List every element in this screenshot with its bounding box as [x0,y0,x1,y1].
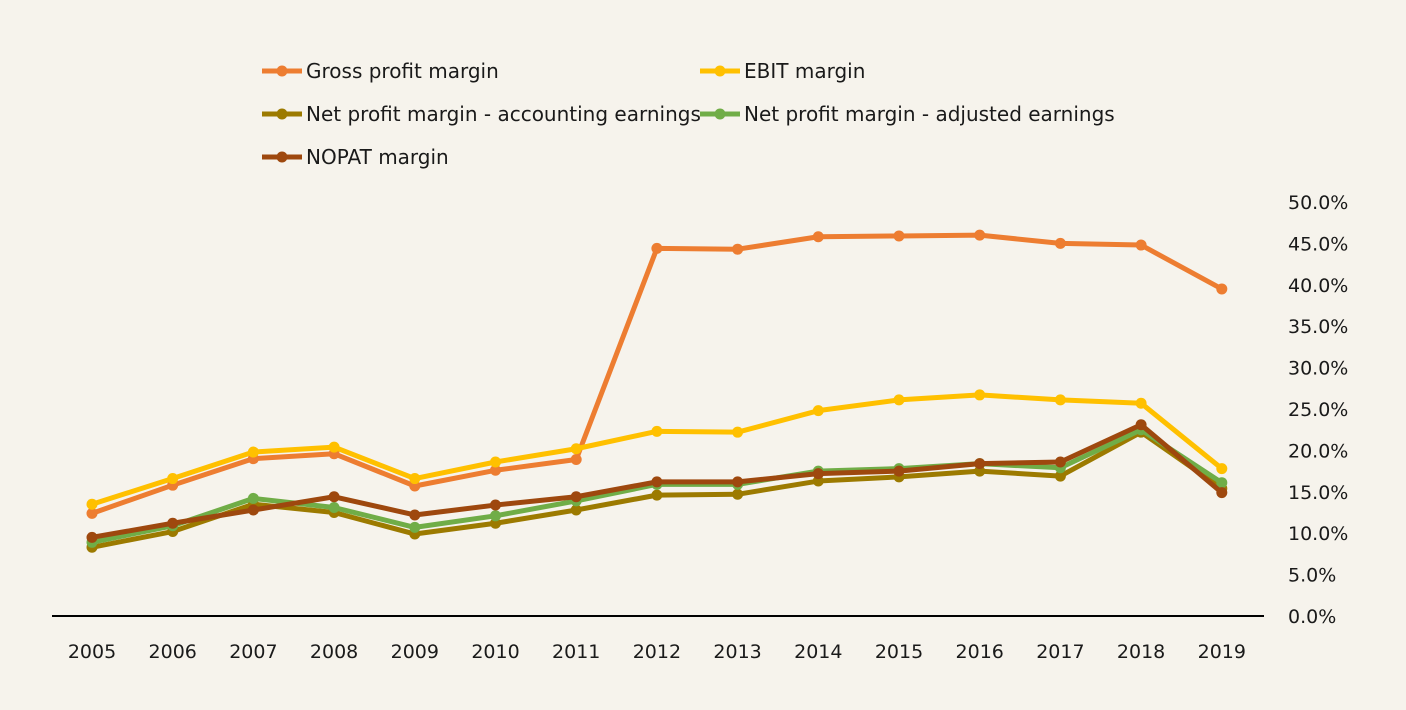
series-nopat-margin [86,419,1228,543]
legend-item: NOPAT margin [262,145,449,169]
legend-label: Net profit margin - accounting earnings [306,102,701,126]
x-tick-label: 2007 [229,641,277,663]
data-point [893,394,905,406]
x-tick-label: 2009 [391,641,439,663]
data-point [974,229,986,241]
data-point [328,441,340,453]
data-point [732,243,744,255]
data-point [651,489,663,501]
data-point [732,426,744,438]
data-point [490,456,501,468]
data-point [1135,239,1147,251]
data-point [409,473,421,485]
data-point [490,464,501,476]
y-tick-label: 30.0% [1288,358,1348,380]
data-point [732,476,744,488]
y-tick-label: 50.0% [1288,192,1348,214]
legend-item: Net profit margin - accounting earnings [262,102,701,126]
data-point [328,502,340,514]
x-axis: 2005 2006 2007 2008 2009 2010 2011 2012 2013 2014… [68,641,1246,663]
data-point [247,446,259,458]
y-tick-label: 25.0% [1288,399,1348,421]
data-point [167,517,179,529]
data-point [651,476,663,488]
data-point [893,465,905,477]
x-tick-label: 2014 [794,641,842,663]
data-point [1216,477,1228,489]
x-tick-label: 2006 [149,641,197,663]
data-point [570,491,582,503]
x-tick-label: 2016 [956,641,1004,663]
data-point [812,468,824,480]
data-point [974,389,986,401]
x-tick-label: 2015 [875,641,923,663]
x-tick-label: 2018 [1117,641,1165,663]
legend-marker-icon [714,65,726,77]
x-tick-label: 2013 [713,641,761,663]
y-tick-label: 35.0% [1288,316,1348,338]
data-point [490,499,501,511]
y-tick-label: 15.0% [1288,482,1348,504]
data-point [893,230,905,242]
legend-label: Gross profit margin [306,59,499,83]
legend: Gross profit margin EBIT margin Net profit… [262,59,1115,169]
legend-marker-icon [276,108,288,120]
legend-item: Gross profit margin [262,59,499,83]
data-point [974,458,986,470]
data-point [409,521,421,533]
x-tick-label: 2019 [1198,641,1246,663]
y-tick-label: 20.0% [1288,440,1348,462]
y-axis: 0.0% 5.0% 10.0% 15.0% 20.0% 25.0% 30.0% 35.0% 40… [1288,192,1348,628]
data-point [651,242,663,254]
legend-label: Net profit margin - adjusted earnings [744,102,1115,126]
x-tick-label: 2010 [471,641,519,663]
legend-label: NOPAT margin [306,145,449,169]
data-point [812,231,824,243]
data-point [247,492,259,504]
y-tick-label: 40.0% [1288,275,1348,297]
data-point [1216,463,1228,475]
x-tick-label: 2011 [552,641,600,663]
data-point [1135,419,1147,431]
data-point [490,510,501,522]
x-tick-label: 2008 [310,641,358,663]
data-point [409,509,421,521]
legend-marker-icon [276,151,288,163]
x-tick-label: 2012 [633,641,681,663]
legend-marker-icon [276,65,288,77]
data-point [570,504,582,516]
series-line [91,232,1223,516]
series-ebit-margin [86,389,1228,510]
data-point [570,454,582,466]
legend-label: EBIT margin [744,59,865,83]
data-point [812,405,824,417]
data-point [1054,456,1066,468]
data-point [1054,394,1066,406]
data-point [651,425,663,437]
data-point [328,491,340,503]
y-tick-label: 5.0% [1288,565,1336,587]
data-point [86,498,98,510]
data-point [570,443,582,455]
y-tick-label: 10.0% [1288,523,1348,545]
legend-item: EBIT margin [700,59,865,83]
data-point [86,531,98,543]
data-point [1054,237,1066,249]
data-point [1216,487,1228,499]
data-point [732,488,744,500]
x-tick-label: 2005 [68,641,116,663]
data-point [86,507,98,519]
x-tick-label: 2017 [1036,641,1084,663]
series-group [86,229,1228,553]
data-point [1054,470,1066,482]
y-tick-label: 45.0% [1288,233,1348,255]
legend-marker-icon [714,108,726,120]
legend-item: Net profit margin - adjusted earnings [700,102,1115,126]
data-point [167,473,179,485]
data-point [247,504,259,516]
y-tick-label: 0.0% [1288,606,1336,628]
data-point [1216,283,1228,295]
data-point [1135,397,1147,409]
